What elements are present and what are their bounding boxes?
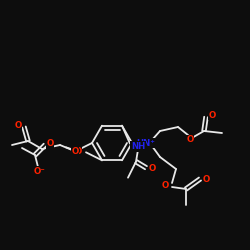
Text: O: O [186, 136, 194, 144]
Text: NH: NH [131, 142, 145, 151]
Text: O: O [148, 164, 156, 173]
Text: HN⁺: HN⁺ [136, 138, 156, 147]
Text: O: O [162, 182, 168, 190]
Text: O: O [208, 110, 216, 120]
Text: O⁻: O⁻ [34, 166, 46, 175]
Text: O: O [14, 122, 22, 130]
Text: O: O [202, 174, 209, 184]
Text: O: O [46, 140, 54, 148]
Text: O: O [74, 147, 82, 156]
Text: O: O [72, 148, 78, 156]
